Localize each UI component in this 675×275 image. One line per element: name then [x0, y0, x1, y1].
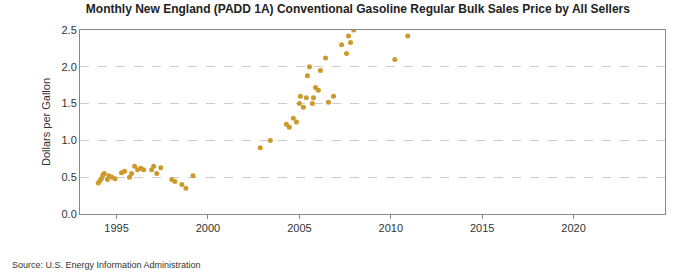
- svg-text:Source: U.S. Energy Informatio: Source: U.S. Energy Information Administ…: [12, 260, 201, 270]
- svg-text:2.5: 2.5: [62, 24, 77, 36]
- svg-text:Dollars per Gallon: Dollars per Gallon: [40, 78, 52, 166]
- svg-text:1995: 1995: [104, 222, 128, 234]
- svg-text:2000: 2000: [196, 222, 220, 234]
- svg-text:2.0: 2.0: [62, 61, 77, 73]
- svg-text:2015: 2015: [470, 222, 494, 234]
- svg-text:2005: 2005: [287, 222, 311, 234]
- svg-text:0.0: 0.0: [62, 208, 77, 220]
- svg-text:2020: 2020: [561, 222, 585, 234]
- svg-text:1.0: 1.0: [62, 134, 77, 146]
- svg-text:Monthly New England (PADD 1A): Monthly New England (PADD 1A) Convention…: [86, 2, 630, 16]
- svg-text:1.5: 1.5: [62, 97, 77, 109]
- svg-text:2010: 2010: [379, 222, 403, 234]
- svg-text:0.5: 0.5: [62, 171, 77, 183]
